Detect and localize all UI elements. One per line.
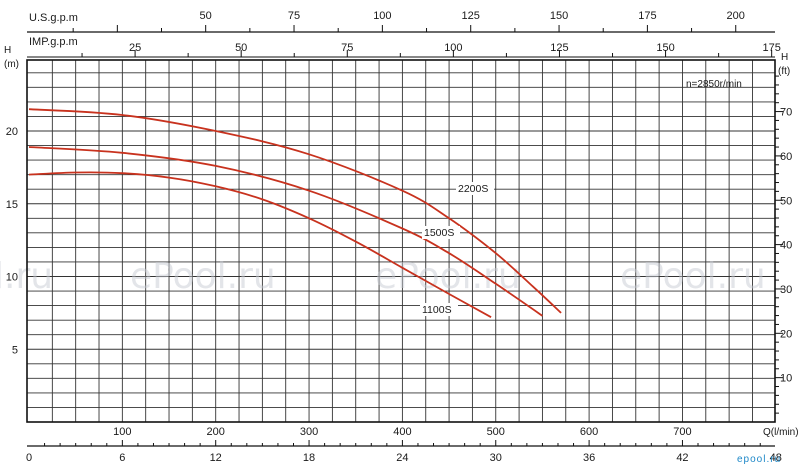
curve-label-2200s: 2200S xyxy=(458,183,488,195)
us-gpm-tick-label: 175 xyxy=(638,10,656,22)
right-tick-label: 40 xyxy=(780,240,792,252)
curve-1500s xyxy=(28,146,543,317)
watermark-text: ePool.ru xyxy=(620,256,766,297)
right-axis-unit: (ft) xyxy=(778,66,790,77)
right-axis-unit: H xyxy=(781,52,788,63)
left-axis-unit: H xyxy=(4,45,11,56)
q-tick-label: 500 xyxy=(487,426,505,438)
us-gpm-tick-label: 75 xyxy=(288,10,300,22)
watermark-text: ePool.ru xyxy=(375,256,521,297)
watermark-text: ePool.ru xyxy=(130,256,276,297)
us-gpm-axis-label: U.S.g.p.m xyxy=(29,12,78,24)
speed-label: n=2850r/min xyxy=(686,79,742,90)
us-gpm-tick-label: 50 xyxy=(200,10,212,22)
m3h-tick-label: 42 xyxy=(676,452,688,464)
q-tick-label: 400 xyxy=(393,426,411,438)
curve-label-bg xyxy=(420,303,458,316)
right-tick-label: 50 xyxy=(780,195,792,207)
m3h-tick-label: 12 xyxy=(210,452,222,464)
m3h-tick-label: 48 xyxy=(770,452,782,464)
q-tick-label: 100 xyxy=(113,426,131,438)
us-gpm-tick-label: 150 xyxy=(550,10,568,22)
q-tick-label: 700 xyxy=(673,426,691,438)
left-tick-label: 10 xyxy=(6,272,18,284)
imp-gpm-tick-label: 75 xyxy=(341,42,353,54)
curve-2200s xyxy=(28,108,562,314)
m3h-tick-label: 30 xyxy=(490,452,502,464)
m3h-tick-label: 24 xyxy=(396,452,408,464)
curve-label-bg xyxy=(456,182,494,195)
curve-label-1100s: 1100S xyxy=(422,304,452,316)
grid xyxy=(27,60,775,422)
left-tick-label: 20 xyxy=(6,126,18,138)
curve-label-bg xyxy=(422,226,460,239)
right-tick-label: 20 xyxy=(780,328,792,340)
curve-label-1500s: 1500S xyxy=(424,227,454,239)
q-tick-label: 200 xyxy=(207,426,225,438)
plot-frame xyxy=(26,59,776,423)
m3h-tick-label: 18 xyxy=(303,452,315,464)
q-tick-label: 300 xyxy=(300,426,318,438)
imp-gpm-tick-label: 125 xyxy=(550,42,568,54)
imp-gpm-tick-label: 100 xyxy=(444,42,462,54)
curves: 2200S 1500S 1100S xyxy=(28,108,562,318)
m3h-tick-label: 6 xyxy=(119,452,125,464)
imp-gpm-tick-label: 50 xyxy=(235,42,247,54)
right-tick-label: 70 xyxy=(780,107,792,119)
left-tick-label: 5 xyxy=(12,344,18,356)
imp-gpm-tick-label: 175 xyxy=(762,42,780,54)
m3h-tick-label: 36 xyxy=(583,452,595,464)
left-axis-unit: (m) xyxy=(4,59,19,70)
q-axis-unit: Q(l/min) xyxy=(763,427,799,438)
us-gpm-tick-label: 200 xyxy=(727,10,745,22)
us-gpm-tick-label: 100 xyxy=(373,10,391,22)
right-tick-label: 60 xyxy=(780,151,792,163)
logo: epool.ru xyxy=(737,454,781,465)
right-tick-label: 10 xyxy=(780,373,792,385)
imp-gpm-tick-label: 25 xyxy=(129,42,141,54)
curve-1100s xyxy=(28,171,492,318)
q-tick-label: 600 xyxy=(580,426,598,438)
imp-gpm-tick-label: 150 xyxy=(656,42,674,54)
us-gpm-tick-label: 125 xyxy=(462,10,480,22)
imp-gpm-axis-label: IMP.g.p.m xyxy=(29,36,78,48)
right-tick-label: 30 xyxy=(780,284,792,296)
m3h-tick-label: 0 xyxy=(26,452,32,464)
left-tick-label: 15 xyxy=(6,199,18,211)
